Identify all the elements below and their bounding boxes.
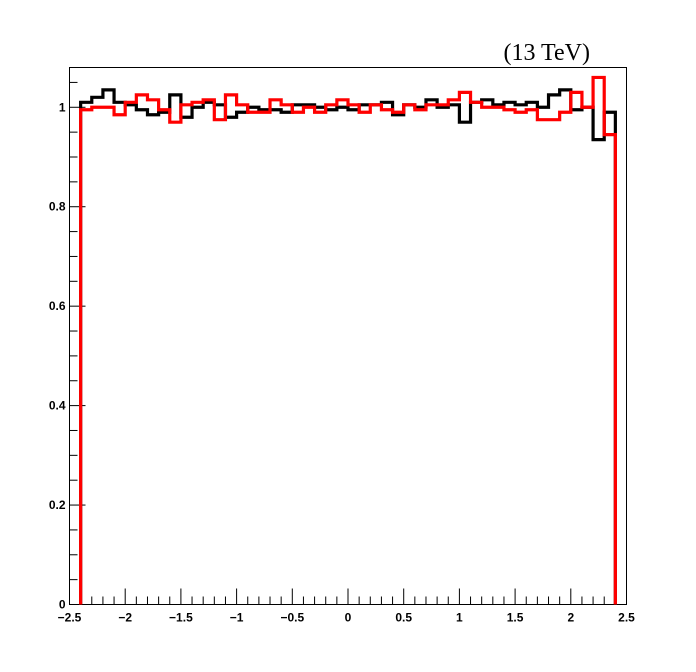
x-tick-label: 1 bbox=[456, 611, 463, 625]
x-tick-label: 2 bbox=[567, 611, 574, 625]
y-axis-ticks bbox=[69, 81, 86, 605]
y-tick-label: 0.2 bbox=[49, 498, 66, 512]
y-axis-tick-labels: 0 0.2 0.4 0.6 0.8 1 bbox=[49, 100, 66, 611]
y-tick-label: 0.4 bbox=[49, 399, 66, 413]
x-tick-label: −1 bbox=[230, 611, 244, 625]
x-tick-label: −0.5 bbox=[280, 611, 304, 625]
plot-frame bbox=[69, 67, 627, 605]
series-1-line bbox=[79, 88, 617, 605]
x-tick-label: −2 bbox=[118, 611, 132, 625]
energy-label: (13 TeV) bbox=[503, 40, 590, 66]
x-axis-tick-labels: −2.5 −2 −1.5 −1 −0.5 0 0.5 1 1.5 2 2.5 bbox=[58, 611, 636, 625]
y-tick-label: 0 bbox=[59, 598, 66, 612]
x-tick-label: −1.5 bbox=[169, 611, 193, 625]
x-tick-label: 0 bbox=[345, 611, 352, 625]
y-tick-label: 0.8 bbox=[49, 200, 66, 214]
histogram-series bbox=[79, 75, 617, 605]
x-tick-label: −2.5 bbox=[58, 611, 82, 625]
y-tick-label: 1 bbox=[59, 100, 66, 114]
x-tick-label: 0.5 bbox=[395, 611, 412, 625]
x-axis-ticks bbox=[69, 588, 627, 605]
x-tick-label: 2.5 bbox=[618, 611, 635, 625]
x-tick-label: 1.5 bbox=[507, 611, 524, 625]
series-2-line bbox=[79, 75, 617, 605]
y-tick-label: 0.6 bbox=[49, 299, 66, 313]
